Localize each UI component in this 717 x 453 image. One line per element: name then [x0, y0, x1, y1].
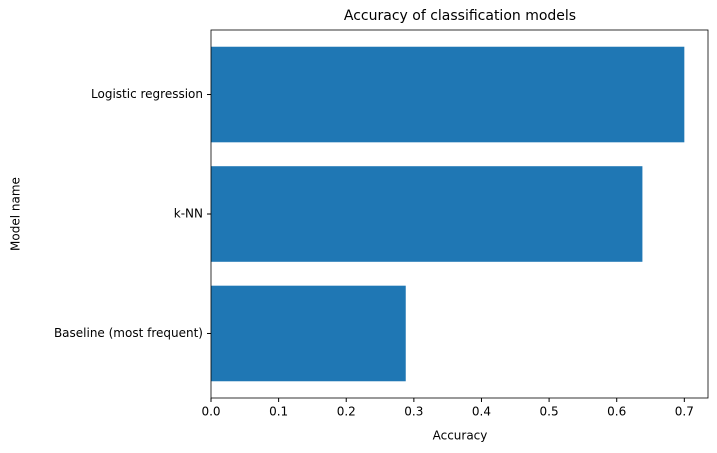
y-axis-label: Model name — [9, 177, 23, 251]
x-tick-label: 0.2 — [337, 405, 356, 419]
y-tick-label: Logistic regression — [91, 87, 203, 101]
bar — [211, 285, 406, 382]
bar — [211, 166, 643, 262]
x-tick-label: 0.5 — [540, 405, 559, 419]
y-tick-label: Baseline (most frequent) — [54, 326, 203, 340]
x-axis-label: Accuracy — [433, 429, 488, 443]
x-tick-label: 0.7 — [675, 405, 694, 419]
x-tick-label: 0.1 — [269, 405, 288, 419]
x-tick-label: 0.6 — [607, 405, 626, 419]
x-tick-label: 0.4 — [472, 405, 491, 419]
x-tick-label: 0.3 — [404, 405, 423, 419]
bar — [211, 46, 685, 143]
x-tick-label: 0.0 — [201, 405, 220, 419]
y-tick-label: k-NN — [174, 207, 203, 221]
chart-title: Accuracy of classification models — [344, 8, 576, 24]
plot-frame — [210, 29, 709, 399]
